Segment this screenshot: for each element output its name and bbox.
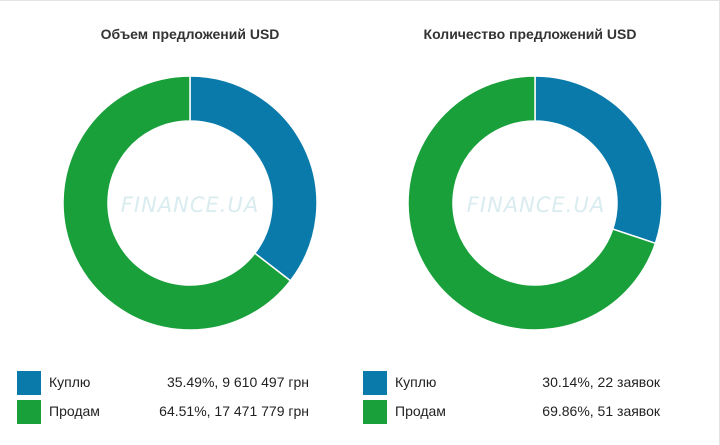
legend-label-buy: Куплю bbox=[395, 374, 437, 390]
legend-value-buy: 35.49%, 9 610 497 грн bbox=[166, 374, 309, 390]
count-slice-buy[interactable] bbox=[534, 75, 663, 245]
count-slice-sell[interactable] bbox=[407, 75, 657, 331]
count-chart-title: Количество предложений USD bbox=[423, 26, 637, 42]
legend-value-buy: 30.14%, 22 заявок bbox=[542, 374, 660, 390]
legend-swatch-sell bbox=[363, 400, 387, 424]
legend-label-sell: Продам bbox=[395, 403, 446, 419]
volume-legend-sell[interactable]: Продам 64.51%, 17 471 779 грн bbox=[17, 400, 317, 424]
count-legend-buy[interactable]: Куплю 30.14%, 22 заявок bbox=[363, 371, 663, 395]
count-chart-panel: Количество предложений USD FINANCE.UA Ку… bbox=[360, 0, 720, 445]
frame-top-border bbox=[0, 0, 720, 1]
volume-legend-buy[interactable]: Куплю 35.49%, 9 610 497 грн bbox=[17, 371, 317, 395]
legend-label-sell: Продам bbox=[49, 403, 100, 419]
watermark-logo: FINANCE.UA bbox=[467, 193, 605, 217]
legend-value-sell: 64.51%, 17 471 779 грн bbox=[159, 403, 309, 419]
volume-chart-title: Объем предложений USD bbox=[100, 26, 280, 42]
legend-swatch-buy bbox=[363, 371, 387, 395]
volume-slice-buy[interactable] bbox=[189, 75, 318, 282]
watermark-logo: FINANCE.UA bbox=[121, 193, 259, 217]
count-legend-sell[interactable]: Продам 69.86%, 51 заявок bbox=[363, 400, 663, 424]
volume-slice-sell[interactable] bbox=[62, 75, 292, 331]
legend-value-sell: 69.86%, 51 заявок bbox=[542, 403, 660, 419]
volume-donut-chart: FINANCE.UA bbox=[62, 75, 318, 331]
legend-swatch-buy bbox=[17, 371, 41, 395]
volume-chart-panel: Объем предложений USD FINANCE.UA Куплю 3… bbox=[17, 26, 318, 424]
count-donut-chart: FINANCE.UA bbox=[407, 75, 663, 331]
legend-label-buy: Куплю bbox=[49, 374, 91, 390]
legend-swatch-sell bbox=[17, 400, 41, 424]
